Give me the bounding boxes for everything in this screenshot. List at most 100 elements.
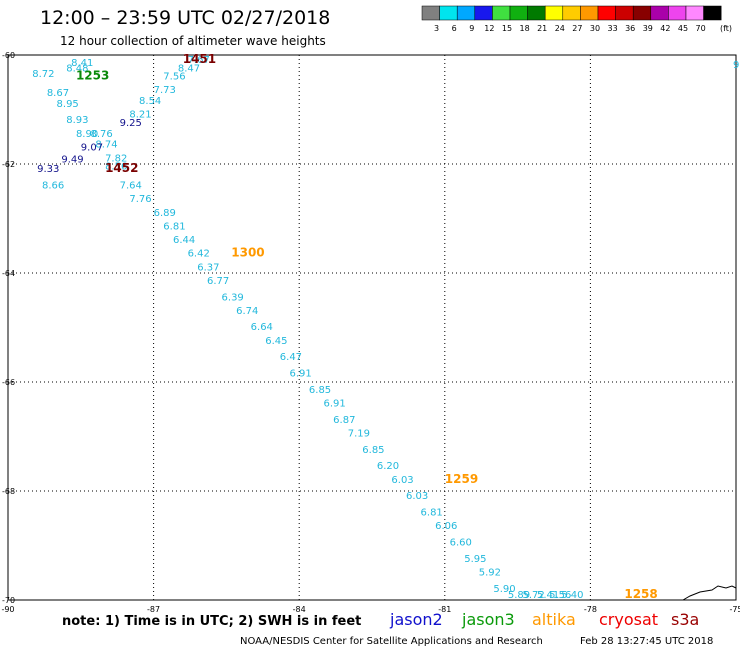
legend-swatch (580, 5, 599, 21)
swh-value: 7.82 (105, 153, 127, 164)
swh-value: 7.67 (188, 55, 210, 66)
legend-label: 27 (572, 24, 582, 33)
satellite-name: s3a (671, 610, 699, 629)
legend-swatch (527, 5, 546, 21)
swh-value: 8.90 (76, 129, 98, 140)
legend-unit: (ft) (720, 24, 732, 33)
lat-tick-label: -62 (2, 160, 15, 169)
swh-value: 7.19 (348, 429, 370, 440)
lat-tick-label: -64 (2, 269, 15, 278)
color-scale-legend: 3 6 9 12 15 18 21 24 27 30 33 36 39 42 45 70 (421, 5, 722, 33)
lon-tick-label: -87 (147, 605, 160, 614)
swh-value: 7.56 (163, 72, 185, 83)
legend-swatch (615, 5, 634, 21)
swh-value: 8.93 (66, 115, 88, 126)
legend-swatch (562, 5, 581, 21)
swh-value: 8.41 (71, 58, 93, 69)
swh-value: 7.73 (154, 85, 176, 96)
legend-label: 24 (555, 24, 565, 33)
legend-swatch (421, 5, 440, 21)
swh-value: 6.06 (435, 521, 457, 532)
swh-value: 6.64 (251, 322, 273, 333)
swh-value: 8.66 (42, 181, 64, 192)
swh-value: 6.47 (280, 352, 302, 363)
swh-value: 8.21 (129, 110, 151, 121)
legend-swatch (650, 5, 669, 21)
coastline (682, 585, 737, 601)
swh-value: 5.89 (508, 590, 530, 601)
lon-tick-label: -84 (293, 605, 306, 614)
lat-tick-label: -60 (2, 51, 15, 60)
swh-value: 6.91 (323, 399, 345, 410)
swh-value: 9.07 (81, 142, 103, 153)
legend-swatch (474, 5, 493, 21)
legend-swatch (668, 5, 687, 21)
swh-value: 6.81 (163, 221, 185, 232)
swh-value: 6.81 (421, 508, 443, 519)
swh-value: 6.03 (406, 491, 428, 502)
legend-label: 21 (537, 24, 547, 33)
chart-subtitle: 12 hour collection of altimeter wave hei… (60, 34, 326, 48)
legend-swatch (509, 5, 528, 21)
swh-value: 6.85 (362, 445, 384, 456)
credit-line: NOAA/NESDIS Center for Satellite Applica… (240, 636, 543, 647)
swh-value: 6.60 (450, 538, 472, 549)
longitude-tick-labels: -90 -87 -84 -81 -78 -75 (1, 605, 740, 614)
lat-tick-label: -70 (2, 596, 15, 605)
legend-swatch (597, 5, 616, 21)
swh-value: 8.48 (66, 63, 88, 74)
edge-value-marker: 9 (733, 60, 739, 71)
swh-value: 8.95 (57, 99, 79, 110)
legend-swatch (685, 5, 704, 21)
latitude-tick-labels: -60 -62 -64 -66 -68 -70 (2, 51, 15, 605)
lat-tick-label: -68 (2, 487, 15, 496)
lon-tick-label: -75 (729, 605, 740, 614)
pass-time: 1451 (183, 52, 216, 66)
swh-value: 9.33 (37, 164, 59, 175)
swh-value: 7.76 (129, 194, 151, 205)
pass-time: 1300 (231, 246, 264, 260)
swh-value: 6.74 (236, 306, 258, 317)
lon-tick-label: -90 (1, 605, 14, 614)
swh-value: 8.67 (47, 88, 69, 99)
legend-swatch (492, 5, 511, 21)
legend-label: 33 (608, 24, 618, 33)
swh-value: 5.56 (549, 590, 571, 601)
swh-value: 5.41 (537, 590, 559, 601)
legend-label: 42 (660, 24, 670, 33)
swh-value: 5.72 (522, 590, 544, 601)
legend-swatch (456, 5, 476, 21)
lat-lon-grid (8, 55, 736, 600)
swh-value: 6.44 (173, 235, 195, 246)
lon-tick-label: -81 (438, 605, 451, 614)
footer-note: note: 1) Time is in UTC; 2) SWH is in fe… (62, 614, 361, 629)
legend-label: 70 (696, 24, 706, 33)
satellite-name: cryosat (599, 610, 658, 629)
swh-value: 5.92 (479, 567, 501, 578)
swh-value: 5.40 (561, 590, 583, 601)
swh-value: 8.54 (139, 96, 161, 107)
legend-label: 6 (452, 24, 457, 33)
swh-value: 9.25 (120, 118, 142, 129)
legend-label: 15 (502, 24, 512, 33)
swh-value: 7.64 (120, 181, 142, 192)
legend-label: 39 (643, 24, 653, 33)
pass-time-labels: 1451 1253 1452 1300 1259 1258 (76, 52, 658, 601)
satellite-legend: jason2 jason3 altika cryosat s3a (389, 610, 699, 629)
swh-value: 5.95 (464, 554, 486, 565)
legend-label: 36 (625, 24, 635, 33)
legend-swatch (632, 5, 652, 21)
swh-value: 6.77 (207, 276, 229, 287)
swh-value: 8.47 (178, 63, 200, 74)
swh-value: 9.49 (61, 154, 83, 165)
satellite-name: altika (532, 610, 576, 629)
swh-value: 6.91 (289, 369, 311, 380)
swh-value: 6.20 (377, 461, 399, 472)
swh-value: 8.72 (32, 69, 54, 80)
legend-swatch (703, 5, 722, 21)
swh-value: 6.87 (333, 415, 355, 426)
swh-value: 6.37 (197, 262, 219, 273)
swh-value: 6.45 (265, 336, 287, 347)
chart-title: 12:00 – 23:59 UTC 02/27/2018 (40, 7, 330, 29)
